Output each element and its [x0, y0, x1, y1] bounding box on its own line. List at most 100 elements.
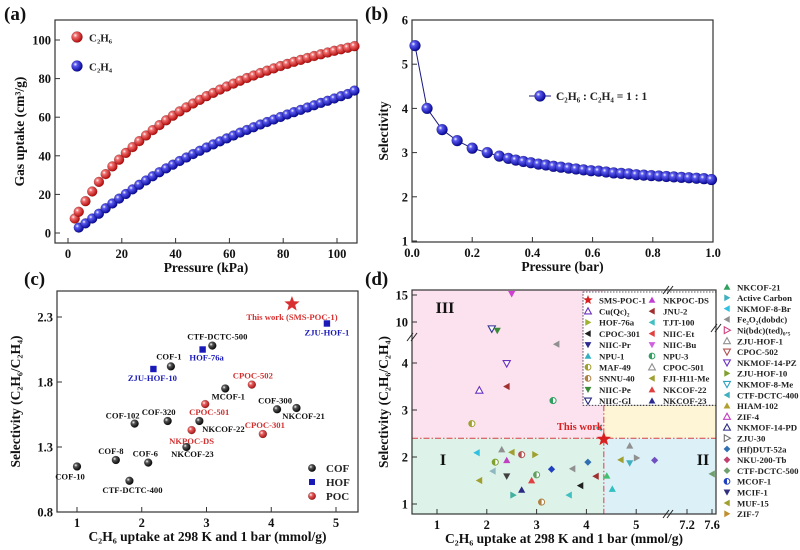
legend-label: Active Carbon: [737, 293, 792, 303]
data-point-material: [584, 458, 592, 466]
data-point-material: [533, 471, 541, 479]
legend-marker: [648, 386, 656, 393]
legend-label: Cu(Qc)₂: [599, 307, 630, 317]
data-point-poc: [247, 380, 257, 389]
data-point-material: [549, 397, 557, 405]
data-point-c2h6: [140, 130, 152, 141]
legend-label: FJI-H11-Me: [663, 374, 710, 384]
data-point-cof: [221, 384, 230, 393]
data-point-material: [626, 460, 634, 467]
point-label: HOF-76a: [189, 353, 224, 363]
y-tick-label: 0.8: [37, 506, 53, 520]
legend-marker: [724, 510, 731, 518]
legend-label: POC: [326, 491, 349, 503]
y-tick-label: 60: [39, 111, 52, 125]
point-label: NKCOF-23: [171, 449, 214, 459]
x-tick-label: 0.8: [645, 246, 661, 260]
data-point-hof: [323, 320, 331, 327]
legend-label: CPOC-301: [599, 329, 640, 339]
x-axis-title: C₂H₆ uptake at 298 K and 1 bar (mmol/g): [88, 529, 326, 544]
panel-b-iast-selectivity: 0.0 0.2 0.4 0.6 0.8 1.0 1 2 3 4 5 6 Pressure (bar) Se…: [365, 4, 721, 274]
panel-label: (d): [365, 269, 388, 290]
data-point-material: [493, 327, 501, 335]
point-label: NKCOF-22: [202, 424, 245, 434]
legend-marker: [584, 352, 592, 359]
data-point-material: [491, 458, 499, 466]
legend-label: NIIC-Pr: [599, 340, 631, 350]
y-tick-label: 6: [402, 14, 408, 28]
legend-marker: [584, 375, 592, 382]
data-point-material: [538, 498, 546, 506]
x-axis-title: C₂H₆ uptake at 298 K and 1 bar (mmol/g): [445, 531, 683, 546]
y-tick-label: 15: [396, 289, 409, 303]
data-point: [466, 142, 478, 154]
legend-label: MCIF-1: [737, 488, 768, 498]
legend-marker: [648, 296, 656, 303]
data-point-cof: [292, 403, 301, 413]
plot-frame: [411, 289, 717, 515]
data-point-material: [473, 449, 480, 457]
legend-label: MUF-15: [737, 498, 769, 508]
point-label: COF-10: [55, 472, 85, 482]
region-ii: [603, 438, 716, 514]
legend-label: NIIC-Pe: [599, 385, 631, 395]
data-point-material: [508, 291, 516, 298]
y-tick-label: 40: [39, 149, 52, 163]
legend-label: ZJU-HOF-1: [737, 336, 783, 346]
y-axis-title: Gas uptake (cm³/g): [12, 77, 27, 187]
legend-marker: [648, 307, 655, 315]
data-point-material: [487, 325, 497, 334]
data-point-material: [468, 420, 476, 428]
legend-marker: [584, 363, 592, 371]
x-tick-label: 0.0: [404, 246, 420, 260]
data-point-cof: [130, 419, 139, 428]
point-label: CPOC-301: [245, 420, 285, 430]
series-line: [414, 45, 712, 181]
legend-marker: [724, 294, 731, 302]
legend-marker: [724, 370, 731, 377]
legend-marker: [585, 319, 592, 326]
data-point-material: [503, 456, 511, 464]
y-tick-label: 3: [402, 146, 408, 160]
point-label: COF-1: [156, 351, 181, 361]
legend-marker: [647, 362, 657, 371]
data-point-hof: [150, 365, 157, 373]
legend-marker: [648, 319, 655, 326]
data-point-material: [498, 445, 506, 453]
legend-marker: [583, 306, 593, 315]
legend-marker: [583, 295, 593, 305]
data-point: [451, 134, 463, 147]
this-work-label: This work: [557, 422, 603, 433]
legend-label: HOF-76a: [599, 318, 635, 328]
axis-break-icon: [710, 323, 722, 333]
x-tick-label: 100: [328, 247, 347, 261]
legend-marker: [723, 325, 732, 335]
legend-label: CPOC-502: [737, 347, 779, 357]
legend-label: (Hf)DUT-52a: [737, 444, 787, 454]
point-label: COF-6: [133, 449, 159, 459]
panel-label: (c): [24, 269, 45, 290]
legend-marker: [723, 467, 731, 474]
x-tick-label: 0.2: [464, 246, 480, 260]
point-label: COF-102: [106, 411, 140, 421]
star-marker-this-work: [284, 296, 300, 311]
legend-marker: [71, 31, 83, 43]
legend-marker: [534, 90, 546, 102]
data-point-cof: [272, 405, 282, 414]
panel-label: (a): [4, 4, 26, 25]
data-point-material: [503, 473, 511, 480]
legend-marker: [723, 478, 731, 485]
legend-label: HIAM-102: [737, 401, 779, 411]
x-tick-label: 3: [203, 516, 209, 530]
legend-marker: [723, 499, 730, 507]
y-tick-label: 1.8: [37, 376, 53, 390]
data-point-cof: [163, 416, 172, 426]
legend-marker: [308, 464, 317, 473]
legend-marker: [648, 375, 655, 382]
y-tick-label: 0: [45, 227, 51, 241]
legend-label: CTF-DCTC-400: [737, 390, 799, 400]
data-point-cof: [144, 458, 153, 467]
data-point-material: [651, 456, 659, 464]
panel-d-benchmark-comparison: 1 2 3 4 5 7.2 7.6 1 2 3 4 10 15 C₂H₆ uptake at 298 K …: [365, 269, 799, 546]
data-point-material: [603, 472, 611, 479]
